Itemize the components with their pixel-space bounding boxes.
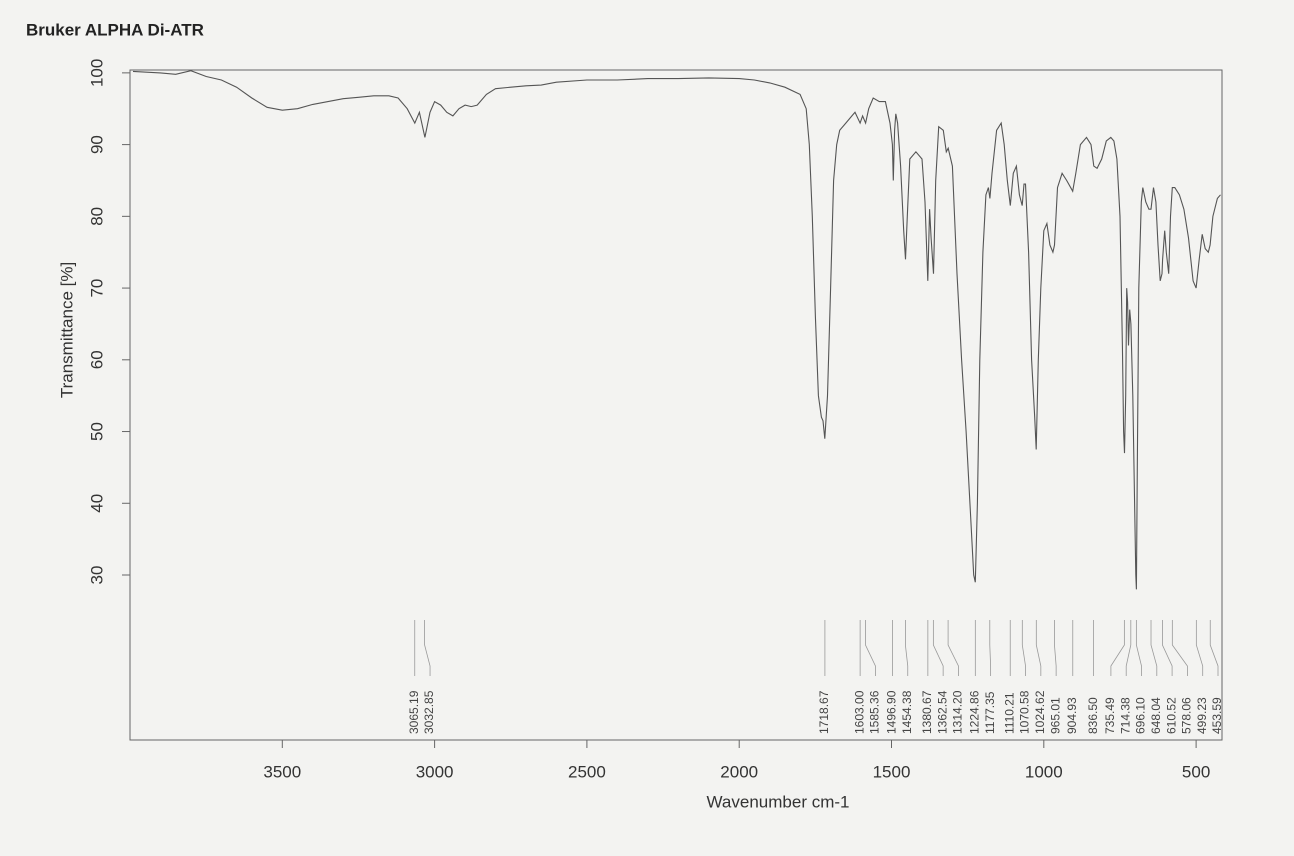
peak-label: 610.52 bbox=[1164, 697, 1178, 734]
peak-leader bbox=[1125, 620, 1132, 676]
peak-label: 578.06 bbox=[1180, 697, 1194, 734]
y-tick-label: 80 bbox=[87, 207, 106, 226]
y-tick-label: 100 bbox=[87, 59, 106, 87]
peak-leader bbox=[1021, 620, 1026, 676]
peak-label: 1362.54 bbox=[935, 690, 949, 734]
peak-label: 1585.36 bbox=[868, 690, 882, 734]
peak-label: 499.23 bbox=[1195, 697, 1209, 734]
peak-label: 453.59 bbox=[1210, 697, 1224, 734]
peak-label: 3032.85 bbox=[422, 690, 436, 734]
peak-leader bbox=[1110, 620, 1125, 676]
peak-leader bbox=[1135, 620, 1142, 676]
peak-leader bbox=[1162, 620, 1173, 676]
peak-label: 696.10 bbox=[1134, 697, 1148, 734]
peak-label: 1314.20 bbox=[951, 690, 965, 734]
peak-label: 1224.86 bbox=[967, 690, 981, 734]
y-tick-label: 70 bbox=[87, 279, 106, 298]
chart-title: Bruker ALPHA Di-ATR bbox=[26, 20, 204, 39]
peak-label: 1454.38 bbox=[900, 690, 914, 734]
y-tick-label: 30 bbox=[87, 566, 106, 585]
peak-label: 836.50 bbox=[1086, 697, 1100, 734]
x-tick-label: 2000 bbox=[720, 762, 758, 781]
peak-label: 965.01 bbox=[1048, 697, 1062, 734]
x-tick-label: 1000 bbox=[1025, 762, 1063, 781]
y-tick-label: 40 bbox=[87, 494, 106, 513]
peak-label: 3065.19 bbox=[407, 690, 421, 734]
peak-label: 1110.21 bbox=[1002, 692, 1016, 734]
peak-label: 1496.90 bbox=[885, 690, 899, 734]
peak-label: 1070.58 bbox=[1018, 690, 1032, 734]
y-tick-label: 60 bbox=[87, 350, 106, 369]
x-tick-label: 3500 bbox=[263, 762, 301, 781]
peak-label: 714.38 bbox=[1118, 697, 1132, 734]
peak-label: 1380.67 bbox=[920, 690, 934, 734]
plot-frame bbox=[129, 69, 1223, 741]
y-axis-label: Transmittance [%] bbox=[57, 262, 76, 398]
peak-leader bbox=[1209, 620, 1219, 676]
peak-leader bbox=[1035, 620, 1042, 676]
x-tick-label: 2500 bbox=[568, 762, 606, 781]
x-tick-label: 1500 bbox=[873, 762, 911, 781]
peak-leader bbox=[932, 620, 944, 676]
x-axis-label: Wavenumber cm-1 bbox=[707, 792, 850, 811]
peak-label: 904.93 bbox=[1065, 697, 1079, 734]
peak-leader bbox=[865, 620, 876, 676]
y-tick-label: 90 bbox=[87, 135, 106, 154]
x-tick-label: 3000 bbox=[416, 762, 454, 781]
peak-leader bbox=[1054, 620, 1057, 676]
y-tick-label: 50 bbox=[87, 422, 106, 441]
peak-leader bbox=[905, 620, 909, 676]
peak-label: 648.04 bbox=[1149, 697, 1163, 734]
peak-leader bbox=[1150, 620, 1158, 676]
spectrum-line bbox=[132, 70, 1221, 590]
peak-label: 1024.62 bbox=[1033, 690, 1047, 734]
peak-leader bbox=[947, 620, 959, 676]
peak-leader bbox=[989, 620, 992, 676]
x-tick-label: 500 bbox=[1182, 762, 1210, 781]
peak-leader bbox=[1171, 620, 1188, 676]
peak-leader bbox=[1195, 620, 1204, 676]
peak-label: 1718.67 bbox=[817, 690, 831, 734]
peak-label: 1177.35 bbox=[983, 691, 997, 734]
peak-leader bbox=[424, 620, 431, 676]
peak-label: 735.49 bbox=[1103, 697, 1117, 734]
peak-label: 1603.00 bbox=[852, 690, 866, 734]
